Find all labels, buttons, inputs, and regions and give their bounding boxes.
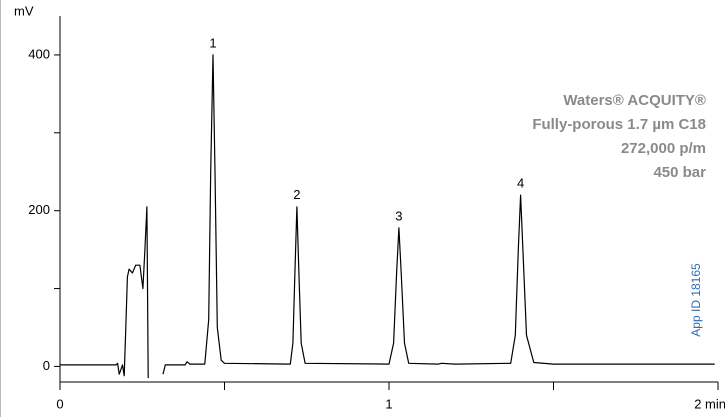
y-axis-label: mV: [14, 3, 34, 18]
trace-line: [60, 54, 715, 379]
x-tick-label: 2 min: [694, 396, 725, 411]
info-text: 450 bar: [653, 164, 706, 181]
y-tick-label: 400: [28, 46, 50, 61]
peak-label: 1: [209, 35, 216, 50]
peak-label: 4: [517, 176, 524, 191]
x-tick-label: 1: [385, 396, 392, 411]
x-tick-label: 0: [56, 396, 63, 411]
peak-label: 3: [395, 208, 402, 223]
peak-label: 2: [293, 187, 300, 202]
info-text: Waters® ACQUITY®: [563, 92, 706, 109]
y-tick-label: 0: [43, 358, 50, 373]
y-tick-label: 200: [28, 202, 50, 217]
info-text: 272,000 p/m: [621, 140, 706, 157]
app-id: App ID 18165: [689, 263, 703, 337]
info-text: Fully-porous 1.7 µm C18: [532, 116, 706, 133]
